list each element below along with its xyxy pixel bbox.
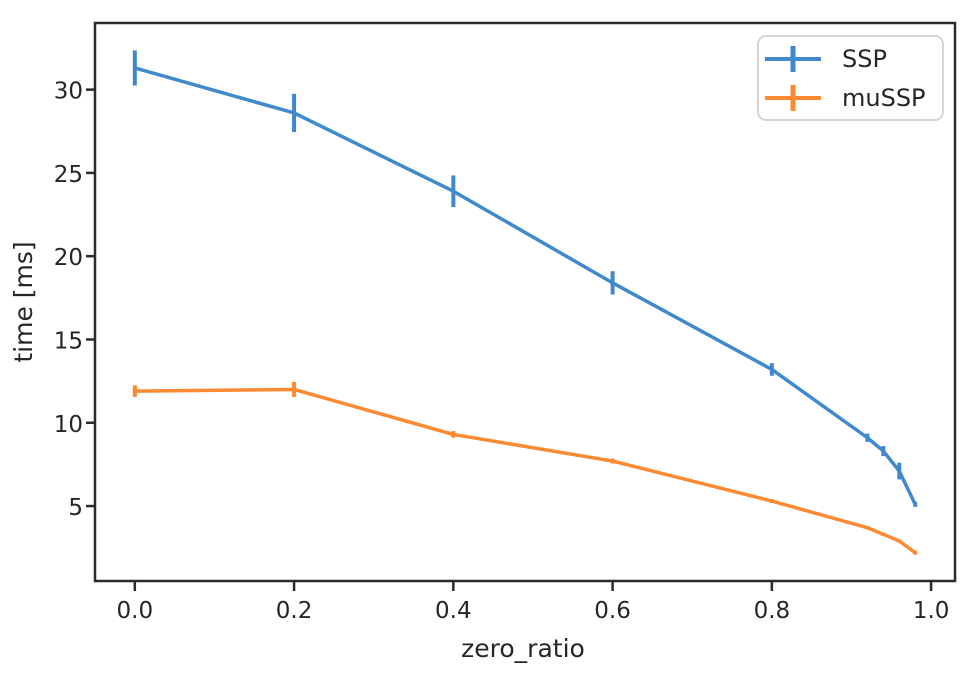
y-tick-label: 30	[54, 79, 83, 105]
ssp-legend-label: SSP	[842, 45, 887, 73]
mussp-legend-label: muSSP	[842, 84, 926, 112]
plot-area	[93, 21, 957, 583]
y-tick-label: 20	[54, 245, 83, 271]
legend: SSP muSSP	[757, 35, 944, 121]
legend-item-mussp: muSSP	[765, 84, 926, 112]
y-tick-label: 10	[54, 412, 83, 438]
x-tick-label: 0.8	[754, 598, 791, 624]
x-tick-label: 0.4	[435, 598, 472, 624]
y-tick-label: 5	[68, 495, 83, 521]
x-tick-label: 0.0	[117, 598, 154, 624]
x-tick-label: 0.6	[594, 598, 631, 624]
x-tick-label: 1.0	[913, 598, 950, 624]
x-tick-label: 0.2	[276, 598, 313, 624]
ssp-series	[132, 50, 918, 507]
y-axis: 5 10 15 20 25 30	[54, 79, 95, 521]
y-axis-label: time [ms]	[9, 241, 38, 362]
mussp-series	[132, 381, 918, 555]
series-layer	[132, 50, 918, 555]
y-tick-label: 15	[54, 328, 83, 354]
y-tick-label: 25	[54, 162, 83, 188]
ssp-line	[133, 66, 917, 507]
legend-item-ssp: SSP	[765, 45, 887, 73]
x-axis-label: zero_ratio	[461, 634, 585, 663]
mussp-line	[133, 387, 917, 555]
x-axis: 0.0 0.2 0.4 0.6 0.8 1.0	[117, 581, 950, 624]
